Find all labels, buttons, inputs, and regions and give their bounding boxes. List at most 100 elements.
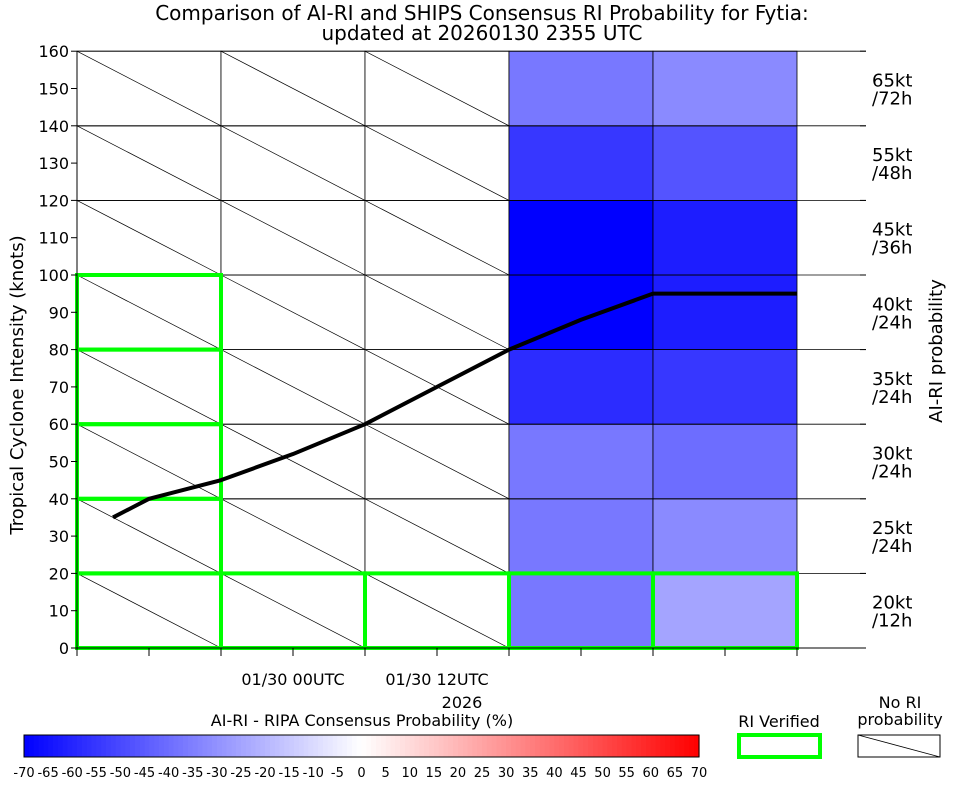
colorbar-tick-label: -5 bbox=[331, 766, 344, 781]
colorbar-segment bbox=[134, 735, 141, 757]
colorbar-segment bbox=[477, 735, 483, 757]
colorbar-segment bbox=[130, 735, 136, 757]
colorbar-segment bbox=[313, 735, 319, 757]
colorbar-segment bbox=[665, 735, 671, 757]
window-label: /24h bbox=[872, 312, 912, 333]
colorbar-segment bbox=[660, 735, 666, 757]
colorbar-segment bbox=[81, 735, 88, 757]
colorbar-segment bbox=[260, 735, 266, 757]
colorbar-segment bbox=[38, 735, 44, 757]
y-tick-label: 40 bbox=[49, 490, 69, 509]
window-label: /12h bbox=[872, 611, 912, 632]
colorbar-tick-label: -70 bbox=[13, 766, 34, 781]
colorbar-segment bbox=[342, 735, 348, 757]
colorbar-segment bbox=[607, 735, 613, 757]
colorbar-segment bbox=[375, 735, 382, 757]
colorbar-segment bbox=[303, 735, 310, 757]
colorbar-tick-label: 45 bbox=[570, 766, 587, 781]
threshold-label: 40kt bbox=[872, 294, 912, 315]
y-axis-label: Tropical Cyclone Intensity (knots) bbox=[7, 235, 28, 535]
colorbar-segment bbox=[67, 735, 73, 757]
probability-cell bbox=[508, 125, 654, 201]
colorbar-segment bbox=[597, 735, 604, 757]
probability-cell bbox=[652, 199, 798, 276]
probability-cell bbox=[508, 349, 654, 425]
probability-cell bbox=[652, 125, 798, 201]
colorbar-segment bbox=[48, 735, 54, 757]
colorbar-segment bbox=[568, 735, 575, 757]
colorbar-tick-label: -25 bbox=[230, 766, 251, 781]
window-label: /24h bbox=[872, 536, 912, 557]
colorbar-frame bbox=[23, 734, 700, 758]
legend-ri-verified-label: RI Verified bbox=[738, 712, 820, 731]
colorbar-segment bbox=[510, 735, 517, 757]
colorbar-segment bbox=[564, 735, 570, 757]
chart-title-line1: Comparison of AI-RI and SHIPS Consensus … bbox=[155, 1, 809, 25]
colorbar-segment bbox=[467, 735, 473, 757]
colorbar-segment bbox=[583, 735, 589, 757]
probability-cell bbox=[652, 50, 798, 127]
colorbar-segment bbox=[279, 735, 285, 757]
colorbar-segment bbox=[91, 735, 97, 757]
colorbar-segment bbox=[178, 735, 184, 757]
no-ri-hatch bbox=[76, 498, 222, 574]
colorbar-segment bbox=[356, 735, 363, 757]
colorbar-segment bbox=[255, 735, 261, 757]
y2-axis-label: AI-RI probability bbox=[926, 279, 947, 423]
threshold-label: 30kt bbox=[872, 444, 912, 465]
colorbar-segment bbox=[438, 735, 445, 757]
colorbar-segment bbox=[448, 735, 454, 757]
threshold-label: 45kt bbox=[872, 220, 912, 241]
colorbar-tick-label: -20 bbox=[254, 766, 275, 781]
threshold-label: 35kt bbox=[872, 369, 912, 390]
colorbar-segment bbox=[289, 735, 295, 757]
colorbar-tick-label: 15 bbox=[426, 766, 443, 781]
colorbar-segment bbox=[631, 735, 637, 757]
probability-cell bbox=[508, 274, 654, 350]
colorbar-segment bbox=[240, 735, 247, 757]
colorbar-segment bbox=[216, 735, 223, 757]
colorbar-segment bbox=[578, 735, 584, 757]
y-tick-label: 60 bbox=[49, 415, 69, 434]
colorbar-segment bbox=[400, 735, 406, 757]
colorbar-tick-label: 60 bbox=[643, 766, 660, 781]
colorbar-segment bbox=[549, 735, 555, 757]
colorbar-segment bbox=[617, 735, 623, 757]
colorbar-segment bbox=[192, 735, 199, 757]
colorbar-segment bbox=[621, 735, 628, 757]
legend-no-ri-label-line1: No RI bbox=[879, 693, 922, 712]
no-ri-hatch bbox=[76, 274, 222, 350]
no-ri-hatch bbox=[364, 274, 510, 350]
colorbar-segment bbox=[308, 735, 314, 757]
colorbar-segment bbox=[105, 735, 112, 757]
colorbar-segment bbox=[159, 735, 165, 757]
y-tick-label: 120 bbox=[38, 191, 69, 210]
colorbar-segment bbox=[414, 735, 420, 757]
year-label: 2026 bbox=[442, 693, 483, 712]
colorbar-segment bbox=[650, 735, 657, 757]
colorbar-segment bbox=[674, 735, 681, 757]
y-tick-label: 100 bbox=[38, 266, 69, 285]
colorbar-segment bbox=[670, 735, 676, 757]
colorbar-segment bbox=[183, 735, 189, 757]
colorbar-tick-label: 35 bbox=[522, 766, 539, 781]
colorbar-segment bbox=[694, 735, 700, 757]
colorbar-tick-label: 0 bbox=[357, 766, 365, 781]
colorbar-segment bbox=[327, 735, 334, 757]
threshold-label: 25kt bbox=[872, 518, 912, 539]
colorbar-segment bbox=[212, 735, 218, 757]
colorbar-segment bbox=[274, 735, 281, 757]
colorbar-segment bbox=[351, 735, 358, 757]
chart-title-line2: updated at 20260130 2355 UTC bbox=[321, 21, 642, 45]
colorbar-segment bbox=[409, 735, 416, 757]
probability-cell bbox=[508, 498, 654, 574]
colorbar-segment bbox=[62, 735, 68, 757]
colorbar-segment bbox=[163, 735, 170, 757]
colorbar-segment bbox=[636, 735, 642, 757]
no-ri-hatch bbox=[364, 423, 510, 500]
colorbar-segment bbox=[250, 735, 257, 757]
no-ri-hatch bbox=[220, 573, 366, 649]
colorbar-segment bbox=[472, 735, 478, 757]
colorbar-segment bbox=[149, 735, 155, 757]
